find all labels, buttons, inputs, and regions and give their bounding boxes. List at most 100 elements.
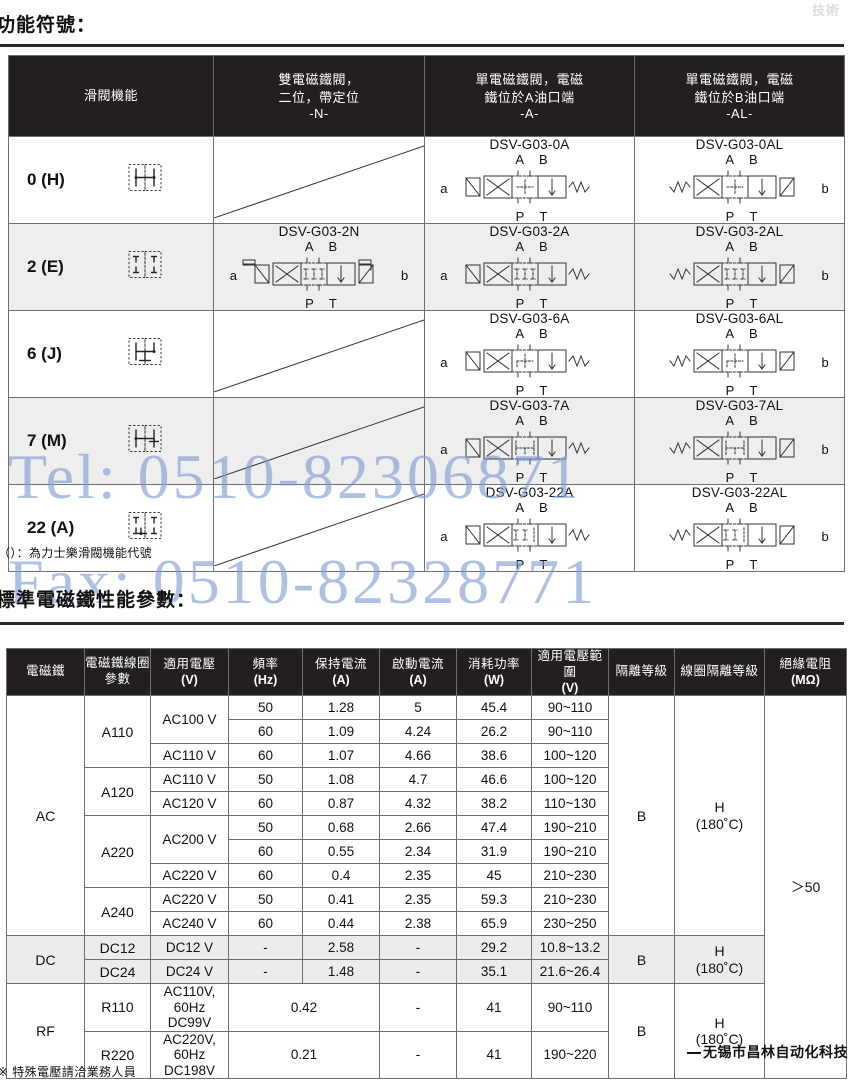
- col-header-3: 頻率 (Hz): [228, 648, 303, 696]
- frequency-cell: 50: [228, 695, 303, 720]
- spool-function-label: 2 (E): [27, 257, 64, 276]
- power-consumption-cell: 31.9: [456, 839, 532, 864]
- valve-model-code: DSV-G03-2N: [278, 224, 360, 239]
- col-header-single-solenoid-AL: 單電磁鐵閥，電磁 鐵位於B油口端 -AL-: [634, 55, 845, 137]
- coil-parameter-cell: DC12: [84, 935, 151, 960]
- frequency-cell: -: [228, 935, 303, 960]
- applicable-voltage-cell: AC240 V: [150, 911, 229, 936]
- valve-symbol-row: A B P T b: [649, 501, 831, 571]
- starting-current-cell: 4.32: [379, 791, 457, 816]
- function-footnote: （）：為力士樂滑閥機能代號: [0, 546, 152, 560]
- solenoid-label-b: b: [821, 354, 829, 370]
- port-labels-bottom: P T: [725, 209, 764, 224]
- holding-current-cell: 1.08: [302, 767, 380, 792]
- applicable-voltage-cell: AC200 V: [150, 815, 229, 864]
- power-consumption-cell: 26.2: [456, 719, 532, 744]
- solenoid-label-a: a: [440, 354, 448, 370]
- col-header-label: 隔離等級: [615, 664, 668, 679]
- solenoid-performance-table: 電磁鐵 電磁鐵線圈參數 適用電壓 (V) 頻率 (Hz) 保持電流 (A) 啟動電流 (A) 消耗功…: [6, 648, 847, 1080]
- valve-cell-N: [213, 397, 425, 485]
- valve-model-code: DSV-G03-6A: [489, 311, 570, 326]
- spool-function-cell: 2 (E): [8, 223, 214, 311]
- coil-isolation-class: H: [714, 799, 725, 816]
- col-header-unit: (W): [483, 672, 505, 687]
- table-row: AC240 V 60 0.44 2.38 65.9 230~250: [7, 911, 847, 936]
- port-labels-bottom: P T: [515, 557, 554, 572]
- port-labels-top: A B: [725, 239, 764, 254]
- applicable-voltage-cell: AC100 V: [150, 695, 229, 744]
- power-consumption-cell: 47.4: [456, 815, 532, 840]
- frequency-cell: 60: [228, 863, 303, 888]
- table-header-row: 電磁鐵 電磁鐵線圈參數 適用電壓 (V) 頻率 (Hz) 保持電流 (A) 啟動電流 (A) 消耗功…: [6, 648, 847, 696]
- table-row: RF R110 AC110V, 60Hz DC99V 0.42-41 90~110 B H (1…: [6, 982, 847, 1080]
- valve-cell-N: DSV-G03-2N a A B P T b: [213, 223, 425, 311]
- port-labels-bottom: P T: [515, 470, 554, 485]
- frequency-cell: 60: [228, 839, 303, 864]
- empty-diagonal-slash-icon: [214, 406, 424, 479]
- valve-cell-A: DSV-G03-22A a A B P T: [424, 484, 635, 572]
- valve-symbol-stack: A B P T: [450, 240, 610, 310]
- valve-cell-N: [213, 484, 425, 572]
- col-header-label: 線圈隔離等級: [680, 664, 759, 679]
- table-row: AC110 V 60 1.07 4.66 38.6 100~120: [7, 743, 847, 768]
- holding-current-cell: 0.87: [302, 791, 380, 816]
- performance-params-title: 標準電磁鐵性能參數：: [0, 590, 197, 611]
- power-consumption-cell: 41: [456, 1030, 532, 1080]
- col-header-9: 線圈隔離等級: [674, 648, 765, 696]
- valve-symbol-stack: A B P T: [660, 240, 820, 310]
- coil-isolation-grade-cell: H (180˚C): [674, 982, 765, 1080]
- holding-current-cell: 0.55: [302, 839, 380, 864]
- port-labels-top: A B: [515, 500, 554, 515]
- power-consumption-cell: 38.6: [456, 743, 532, 768]
- voltage-line-1: AC110V, 60Hz: [163, 984, 216, 1015]
- frequency-cell: 60: [228, 719, 303, 744]
- port-labels-top: A B: [725, 326, 764, 341]
- valve-cell-N: [213, 136, 425, 224]
- starting-current-cell: -: [379, 959, 457, 984]
- table-row: A120 AC110 V 50 1.08 4.7 46.6 100~120: [7, 767, 847, 816]
- voltage-range-cell: 110~130: [531, 791, 609, 816]
- valve-cell-A: DSV-G03-0A a A B P T: [424, 136, 635, 224]
- voltage-line-1: AC220V, 60Hz: [163, 1031, 216, 1063]
- coil-isolation-grade-cell: H (180˚C): [674, 935, 765, 984]
- col-header-double-solenoid-N: 雙電磁鐵閥， 二位，帶定位 -N-: [213, 55, 425, 137]
- col-header-0: 電磁鐵: [6, 648, 85, 696]
- valve-schematic: DSV-G03-0AL A B P T b: [635, 137, 844, 223]
- col-header-unit: (V): [181, 672, 198, 687]
- valve-symbol-row: a A B P T: [439, 414, 621, 484]
- valve-symbol-row: a A B P T: [439, 501, 621, 571]
- spool-function-label: 6 (J): [27, 344, 62, 363]
- solenoid-label-b: b: [821, 441, 829, 457]
- holding-current-cell: 0.68: [302, 815, 380, 840]
- solenoid-label-b: b: [821, 180, 829, 196]
- power-consumption-cell: 38.2: [456, 791, 532, 816]
- col-header-label: 保持電流: [314, 657, 367, 672]
- valve-symbol-row: a A B P T: [439, 153, 621, 223]
- voltage-range-cell: 90~110: [531, 719, 609, 744]
- frequency-cell: 60: [228, 911, 303, 936]
- function-symbols-title: 功能符號：: [0, 15, 97, 36]
- col-header-10: 絕緣電阻 (MΩ): [764, 648, 847, 696]
- valve-symbol-row: a A B P T: [439, 240, 621, 310]
- coil-isolation-value: H (180˚C): [675, 1015, 764, 1047]
- holding-current-cell: 0.4: [302, 863, 380, 888]
- voltage-range-cell: 230~250: [531, 911, 609, 936]
- voltage-range-cell: 210~230: [531, 887, 609, 912]
- solenoid-label-a: a: [440, 267, 448, 283]
- spool-function-cell: 22 (A): [8, 484, 214, 572]
- spool-function-cell: 7 (M): [8, 397, 214, 485]
- spool-center-symbol-icon: [127, 337, 163, 372]
- voltage-range-cell: 190~220: [531, 1030, 609, 1080]
- holding-current-cell: 1.28: [302, 695, 380, 720]
- col-header-unit: (A): [409, 672, 427, 687]
- coil-isolation-temperature: (180˚C): [695, 1031, 744, 1048]
- voltage-range-cell: 100~120: [531, 743, 609, 768]
- coil-isolation-class: H: [714, 1014, 725, 1031]
- port-labels-top: A B: [515, 326, 554, 341]
- col-header-4: 保持電流 (A): [302, 648, 380, 696]
- table-row: A240 AC220 V 50 0.41 2.35 59.3 210~230: [7, 887, 847, 936]
- applicable-voltage-cell: AC110 V: [150, 743, 229, 768]
- starting-current-cell: 2.35: [379, 863, 457, 888]
- valve-cell-AL: DSV-G03-6AL A B P T b: [634, 310, 845, 398]
- port-labels-top: A B: [515, 239, 554, 254]
